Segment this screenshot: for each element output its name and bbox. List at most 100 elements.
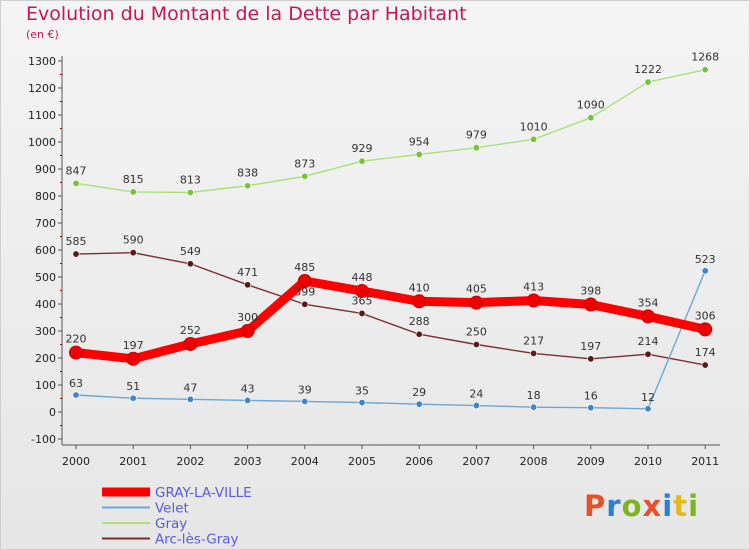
data-point [415, 330, 423, 338]
data-label: 813 [180, 173, 201, 186]
x-tick-label: 2005 [348, 455, 376, 468]
data-label: 39 [298, 383, 312, 396]
series-line-gray [75, 68, 706, 194]
data-point [530, 349, 538, 357]
x-tick-label: 2008 [520, 455, 548, 468]
data-point [530, 135, 538, 143]
data-label: 929 [352, 142, 373, 155]
logo-letter: x [642, 489, 663, 523]
data-label: 16 [584, 390, 598, 403]
x-tick-label: 2004 [291, 455, 319, 468]
data-label: 1090 [577, 99, 605, 112]
data-point [469, 295, 484, 310]
y-tick-label: 800 [35, 190, 56, 203]
data-point [129, 249, 137, 257]
data-point [583, 297, 598, 312]
data-point [244, 281, 252, 289]
y-tick-label: 300 [35, 325, 56, 338]
data-point [297, 274, 312, 289]
x-tick-label: 2003 [234, 455, 262, 468]
data-label: 365 [352, 294, 373, 307]
x-tick-label: 2007 [462, 455, 490, 468]
data-point [301, 172, 309, 180]
data-label: 51 [126, 380, 140, 393]
data-label: 43 [241, 382, 255, 395]
data-label: 197 [580, 340, 601, 353]
data-point [301, 300, 309, 308]
data-label: 35 [355, 385, 369, 398]
data-label: 413 [523, 280, 544, 293]
data-point [644, 78, 652, 86]
data-label: 847 [66, 164, 87, 177]
chart-subtitle: (en €) [26, 28, 59, 41]
data-label: 63 [69, 377, 83, 390]
logo-letter: o [621, 489, 643, 523]
data-point [301, 397, 309, 405]
data-point [472, 402, 480, 410]
logo-letter: P [584, 489, 607, 523]
y-tick-label: 0 [49, 406, 56, 419]
data-label: 471 [237, 266, 258, 279]
data-label: 448 [352, 271, 373, 284]
data-label: 288 [409, 315, 430, 328]
y-tick-label: 1100 [28, 109, 56, 122]
data-label: 250 [466, 326, 487, 339]
data-label: 220 [66, 333, 87, 346]
data-point [472, 340, 480, 348]
data-point [412, 294, 427, 309]
series-line-velet [75, 270, 706, 410]
y-tick-label: 200 [35, 352, 56, 365]
data-point [355, 284, 369, 299]
data-label: 1268 [691, 51, 719, 64]
x-tick-label: 2010 [634, 455, 662, 468]
data-label: 197 [123, 339, 144, 352]
x-tick-label: 2002 [176, 455, 204, 468]
data-point [72, 391, 80, 399]
data-label: 585 [66, 235, 87, 248]
data-label: 1222 [634, 63, 662, 76]
data-point [526, 293, 541, 308]
data-point [644, 405, 652, 413]
x-tick-label: 2000 [62, 455, 90, 468]
data-point [126, 351, 141, 366]
y-tick-label: 1000 [28, 136, 56, 149]
data-label: 217 [523, 334, 544, 347]
data-label: 174 [695, 346, 716, 359]
data-label: 485 [294, 261, 315, 274]
data-label: 815 [123, 173, 144, 186]
data-label: 838 [237, 167, 258, 180]
data-label: 873 [294, 157, 315, 170]
data-label: 979 [466, 129, 487, 142]
data-point [129, 188, 137, 196]
data-point [240, 324, 255, 338]
data-label: 405 [466, 283, 487, 296]
data-point [698, 322, 713, 337]
data-point [72, 250, 80, 258]
legend-label: Velet [155, 501, 189, 517]
logo-letter: i [688, 489, 700, 523]
y-tick-label: 1300 [28, 55, 56, 68]
data-point [530, 403, 538, 411]
y-tick-label: 900 [35, 163, 56, 176]
y-tick-label: -100 [31, 433, 56, 446]
data-point [69, 345, 83, 360]
logo-letter: r [606, 489, 622, 523]
y-tick-label: 100 [35, 379, 56, 392]
data-point [183, 336, 198, 351]
data-point [186, 260, 194, 268]
logo-letter: t [673, 489, 689, 523]
x-tick-label: 2006 [405, 455, 433, 468]
data-point [244, 396, 252, 404]
data-label: 354 [638, 296, 659, 309]
x-tick-label: 2001 [119, 455, 147, 468]
data-point [587, 404, 595, 412]
data-point [587, 355, 595, 363]
data-label: 590 [123, 234, 144, 247]
data-label: 399 [294, 285, 315, 298]
series-line-arc-lès-gray [75, 251, 706, 366]
data-point [641, 309, 655, 324]
x-tick-label: 2009 [577, 455, 605, 468]
data-label: 549 [180, 245, 201, 258]
